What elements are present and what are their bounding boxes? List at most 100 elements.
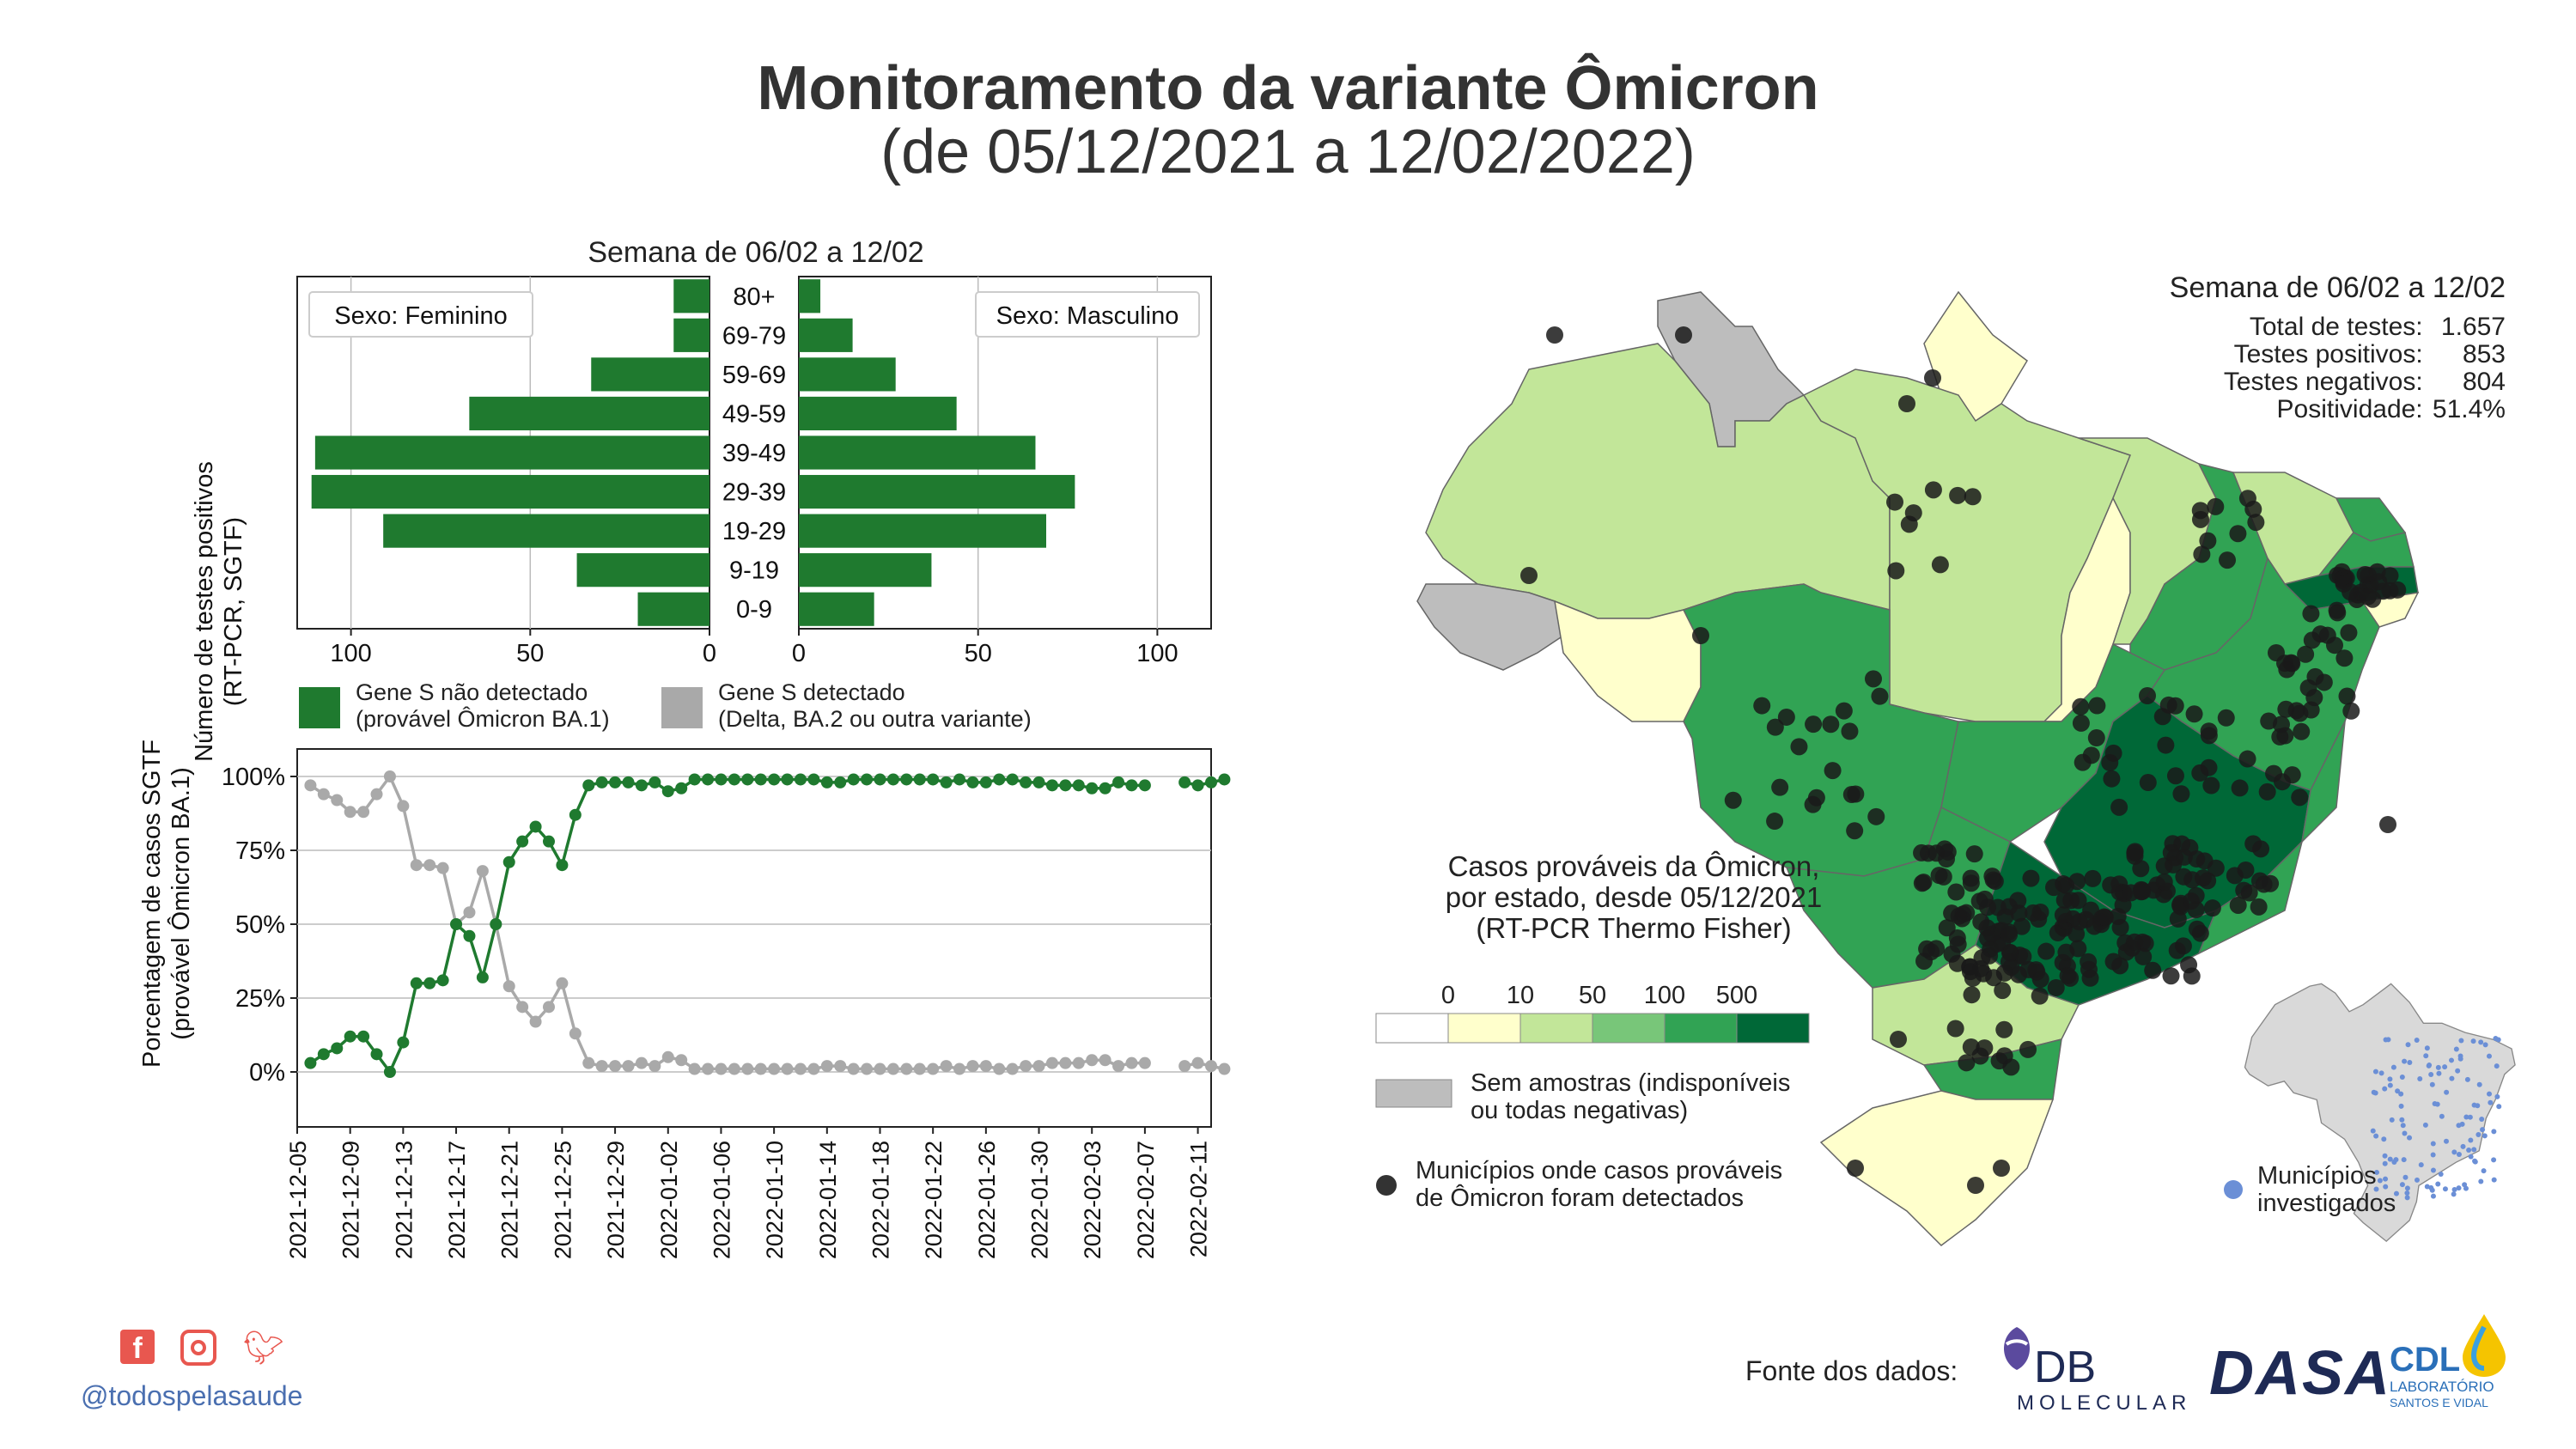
color-bin bbox=[1375, 1013, 1449, 1044]
investigated-dot bbox=[2468, 1154, 2474, 1160]
series-point bbox=[1099, 1054, 1111, 1067]
investigated-dot bbox=[2449, 1075, 2455, 1081]
series-point bbox=[927, 773, 940, 786]
municipality-dot bbox=[2126, 843, 2144, 861]
investigated-dot bbox=[2402, 1174, 2409, 1180]
stat-row: Testes positivos: 853 bbox=[2170, 341, 2506, 368]
investigated-dot bbox=[2481, 1168, 2487, 1174]
investigated-dot bbox=[2393, 1190, 2399, 1196]
series-point bbox=[940, 1060, 953, 1073]
series-point bbox=[1218, 1062, 1231, 1075]
female-bar bbox=[591, 357, 709, 392]
investigated-dot bbox=[2387, 1082, 2393, 1088]
social-handle[interactable]: @todospelasaude bbox=[81, 1380, 303, 1411]
sgtf-line-chart: Porcentagem de casos SGTF (provável Ômic… bbox=[138, 740, 1231, 1259]
municipality-dot bbox=[1949, 486, 1967, 504]
municipality-dot bbox=[1871, 687, 1889, 705]
municipality-dot bbox=[2153, 708, 2171, 726]
brazil-map: Casos prováveis da Ômicron, por estado, … bbox=[1375, 290, 2516, 1246]
investigated-dot bbox=[2404, 1185, 2410, 1191]
series-point bbox=[874, 1062, 886, 1075]
series-point bbox=[913, 773, 926, 786]
instagram-icon[interactable] bbox=[180, 1330, 217, 1366]
female-label: Sexo: Feminino bbox=[334, 302, 508, 330]
municipality-dot bbox=[2200, 722, 2218, 740]
series-point bbox=[397, 1036, 410, 1049]
series-point bbox=[542, 1001, 555, 1014]
data-source-label: Fonte dos dados: bbox=[1745, 1355, 1958, 1386]
age-group-label: 59-69 bbox=[722, 362, 786, 389]
stat-row: Positividade: 51.4% bbox=[2170, 396, 2506, 423]
series-point bbox=[807, 1062, 820, 1075]
series-point bbox=[1218, 773, 1231, 786]
municipality-dot bbox=[2001, 944, 2019, 962]
series-point bbox=[569, 808, 582, 821]
municipality-dot bbox=[1887, 562, 1905, 580]
legend-gray-swatch bbox=[661, 687, 703, 728]
municipality-dot bbox=[2185, 705, 2203, 723]
investigated-dot bbox=[2494, 1093, 2500, 1099]
series-point bbox=[1138, 1056, 1151, 1069]
series-point bbox=[715, 773, 728, 786]
stat-value: 853 bbox=[2462, 340, 2506, 368]
investigated-dot bbox=[2430, 1193, 2436, 1199]
series-point bbox=[609, 776, 622, 788]
state-rs bbox=[1819, 1090, 2055, 1246]
series-line bbox=[1184, 1061, 1225, 1071]
municipality-dot bbox=[2068, 873, 2086, 891]
municipality-dot bbox=[2031, 971, 2049, 989]
male-bar bbox=[799, 592, 874, 626]
y-tick-label: 75% bbox=[235, 837, 285, 865]
municipality-dot bbox=[2030, 910, 2048, 928]
series-point bbox=[807, 773, 820, 786]
series-point bbox=[754, 1062, 767, 1075]
municipality-dot bbox=[2302, 605, 2320, 623]
stat-label: Positividade: bbox=[2276, 395, 2423, 423]
municipality-dot bbox=[2229, 525, 2247, 543]
female-bar bbox=[637, 592, 709, 626]
series-point bbox=[728, 773, 740, 786]
investigated-dot bbox=[2475, 1103, 2481, 1109]
series-point bbox=[317, 788, 330, 801]
series-point bbox=[649, 1060, 661, 1073]
x-tick-label: 2022-02-11 bbox=[1186, 1141, 1212, 1257]
investigated-dot bbox=[2430, 1152, 2436, 1158]
series-point bbox=[516, 1001, 529, 1014]
series-point bbox=[1205, 776, 1217, 788]
municipality-dot bbox=[1935, 840, 1953, 858]
municipality-dot bbox=[2293, 722, 2311, 740]
investigated-dot bbox=[2401, 1157, 2407, 1163]
line-ylabel-1: Porcentagem de casos SGTF bbox=[138, 740, 166, 1068]
line-axes bbox=[296, 748, 1212, 1128]
age-group-label: 49-59 bbox=[722, 400, 786, 428]
series-point bbox=[582, 779, 595, 792]
series-point bbox=[635, 1056, 648, 1069]
no-sample-swatch bbox=[1375, 1079, 1452, 1108]
municipality-dot bbox=[1924, 481, 1942, 499]
x-tick-label: 2022-02-07 bbox=[1133, 1141, 1159, 1259]
series-point bbox=[861, 773, 874, 786]
investigated-dot bbox=[2374, 1169, 2380, 1175]
facebook-icon[interactable]: f bbox=[120, 1330, 155, 1365]
series-point bbox=[953, 1062, 966, 1075]
municipality-dot bbox=[1805, 715, 1823, 734]
municipality-dot bbox=[1967, 1177, 1984, 1194]
series-point bbox=[582, 1056, 595, 1069]
x-tick-label: 2022-01-02 bbox=[656, 1141, 682, 1259]
inset-brazil bbox=[2244, 983, 2516, 1242]
investigated-dot bbox=[2417, 1076, 2423, 1082]
investigated-dot bbox=[2418, 1162, 2424, 1168]
municipality-dot bbox=[1864, 670, 1882, 688]
female-bar bbox=[383, 514, 709, 548]
investigated-dot bbox=[2451, 1191, 2457, 1197]
twitter-icon[interactable]: 🐦︎ bbox=[242, 1330, 285, 1367]
investigated-dot bbox=[2373, 1186, 2379, 1192]
series-point bbox=[423, 859, 436, 872]
municipality-dot bbox=[2260, 712, 2278, 730]
municipality-dot bbox=[1934, 868, 1952, 886]
no-sample-2: ou todas negativas) bbox=[1471, 1097, 1688, 1124]
series-point bbox=[450, 918, 463, 930]
investigated-dot bbox=[2463, 1114, 2469, 1120]
series-point bbox=[886, 773, 899, 786]
series-point bbox=[979, 1060, 992, 1073]
